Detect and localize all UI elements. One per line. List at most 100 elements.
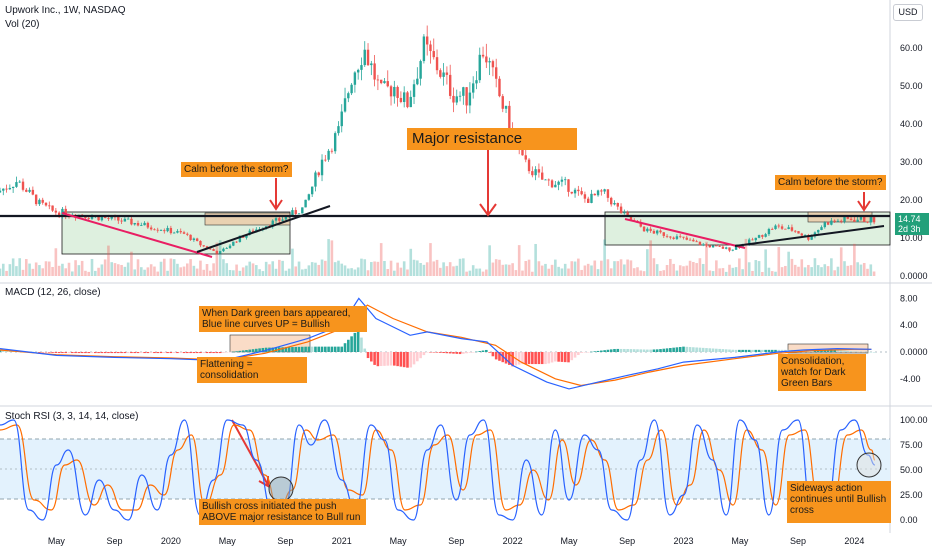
macd-histogram-bar [402,352,406,368]
arrow-calm-right[interactable] [857,192,871,212]
volume-bar [547,268,551,276]
macd-histogram-bar [721,349,725,352]
volume-bar [452,266,455,276]
candle-body [688,239,692,241]
note-major-resistance[interactable]: Major resistance [407,128,577,150]
macd-histogram-bar [836,350,840,352]
candle-body [554,184,557,188]
candle-body [182,232,186,234]
note-macd-consolidation[interactable]: Consolidation, watch for Dark Green Bars [778,354,866,391]
volume-bar [301,269,304,276]
macd-histogram-bar [287,347,291,352]
volume-bar [672,263,675,276]
volume-bar [146,267,150,276]
candle-body [320,159,324,176]
macd-histogram-bar [1,350,5,352]
note-macd-dark-green[interactable]: When Dark green bars appeared, Blue line… [199,306,367,332]
uptrend-line-right[interactable] [734,225,885,247]
macd-histogram-bar [107,352,110,354]
candle-body [103,217,107,219]
candle-body [656,230,659,234]
candle-body [534,169,537,176]
volume-bar [324,260,327,276]
volume-bar [310,262,314,276]
macd-histogram-bar [517,352,521,365]
candle-body [557,181,560,185]
macd-histogram-bar [751,349,754,352]
macd-histogram-bar [669,348,672,352]
macd-histogram-bar [64,352,68,354]
macd-histogram-bar [245,350,248,352]
note-stoch-bullish-cross[interactable]: Bullish cross initiated the push ABOVE m… [199,499,366,525]
candle-body [846,217,849,219]
volume-bar [734,267,738,276]
price-tag[interactable]: 14.74 2d 3h [895,213,929,235]
volume-bar [149,264,153,276]
volume-bar [649,240,652,276]
stoch-current-circle[interactable] [856,452,882,478]
note-stoch-sideways[interactable]: Sideways action continues until Bullish … [787,481,891,523]
macd-histogram-bar [61,352,64,354]
arrow-major-resistance[interactable] [479,142,497,217]
macd-histogram-bar [642,349,646,352]
note-macd-flattening[interactable]: Flattening = consolidation [197,357,307,383]
volume-bar [688,260,692,276]
volume-bar [255,265,258,276]
x-tick-label: May [561,536,579,546]
volume-bar [34,262,38,276]
macd-histogram-bar [580,352,583,353]
macd-histogram-bar [731,349,735,352]
macd-histogram-bar [153,352,156,354]
volume-bar [258,269,261,276]
candle-body [600,190,603,192]
macd-histogram-bar [199,352,202,354]
axes: 60.00 50.00 40.00 30.00 20.00 10.00 0.0000 8.00… [48,43,928,546]
candle-body [340,111,343,127]
macd-histogram-bar [297,346,301,352]
volume-bar [491,262,495,276]
macd-histogram-bar [166,352,169,354]
volume-bar [212,263,215,276]
candle-body [836,220,840,222]
volume-bar [320,259,324,276]
stoch-cross-circle[interactable] [268,476,294,502]
volume-bar [557,266,560,276]
candle-body [5,188,8,190]
note-calm-left[interactable]: Calm before the storm? [181,162,292,177]
price-tick-label: 60.00 [900,43,923,53]
macd-histogram-bar [508,352,511,365]
downtrend-line-left[interactable] [61,212,213,258]
macd-tick-label: 4.00 [900,320,918,330]
candle-body [649,228,652,231]
volume-bar [481,271,485,276]
downtrend-line-right[interactable] [624,218,746,249]
macd-histogram-bar [337,346,340,352]
macd-histogram-bar [192,352,196,354]
candle-body [734,246,738,250]
volume-bar [225,263,229,276]
macd-histogram-bar [544,352,547,365]
candle-body [0,190,2,193]
candle-body [353,72,357,85]
volume-bar [603,239,606,276]
stoch-tick-label: 50.00 [900,465,923,475]
currency-button[interactable]: USD [893,4,923,21]
candle-body [123,218,127,222]
macd-histogram-bar [314,346,317,352]
volume-bar [363,259,367,276]
macd-histogram-bar [103,352,107,354]
volume-bar [583,265,587,276]
candle-body [462,87,465,96]
volume-bar [675,270,679,276]
volume-bar [606,259,610,276]
candle-body [448,74,452,96]
note-calm-right[interactable]: Calm before the storm? [775,175,886,190]
volume-bar [744,238,748,276]
macd-histogram-bar [347,339,350,352]
candle-body [619,206,623,214]
macd-histogram-bar [498,352,501,361]
arrow-calm-left[interactable] [269,178,283,211]
volume-bar [662,270,666,276]
uptrend-line-left[interactable] [196,205,331,253]
